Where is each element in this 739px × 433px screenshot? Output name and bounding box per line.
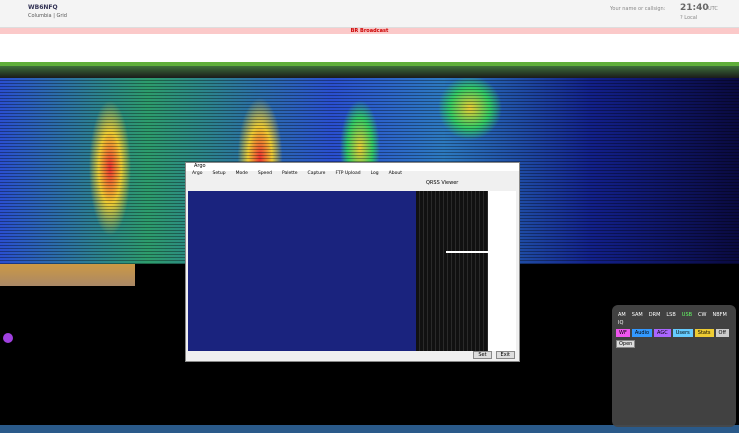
mode-button[interactable]: LSB [666, 312, 676, 318]
menu-item[interactable]: Argo [192, 171, 203, 176]
mode-button[interactable]: IQ [618, 320, 624, 326]
header: WB6NFQ Columbia | Grid Your name or call… [0, 0, 739, 28]
popup-title: Argo [186, 163, 519, 171]
site-title: WB6NFQ [28, 4, 58, 11]
tab-button[interactable]: Stats [694, 329, 714, 337]
mode-button[interactable]: SAM [631, 312, 643, 318]
mode-button[interactable]: AM [618, 312, 626, 318]
mode-button[interactable]: USB [681, 312, 693, 318]
band-bar [0, 62, 739, 66]
tab-button[interactable]: AGC [654, 329, 671, 337]
time-zone: UTC [708, 6, 718, 12]
time: 21:40 [680, 3, 709, 13]
tab-button[interactable]: Users [672, 329, 693, 337]
menu-item[interactable]: About [388, 171, 402, 176]
menu-item[interactable]: Setup [212, 171, 226, 176]
popup-menu: Argo Setup Mode Speed Palette Capture FTP Uplo… [186, 171, 519, 178]
mode-row: AM SAM DRM LSB USB CW NBFM IQ [616, 312, 732, 326]
popup-window: Argo Argo Setup Mode Speed Palette Capture FTP… [185, 162, 520, 362]
menu-item[interactable]: Log [370, 171, 379, 176]
menu-item[interactable]: Palette [281, 171, 298, 176]
signal-trace [446, 251, 488, 253]
spectrum-area [0, 34, 739, 62]
spectrogram [416, 191, 488, 351]
local-time: ? Local [680, 15, 698, 21]
waterfall-edge [0, 264, 135, 286]
menu-item[interactable]: Speed [257, 171, 272, 176]
side-button[interactable] [3, 333, 13, 343]
tab-button[interactable]: Off [715, 329, 729, 337]
mode-button[interactable]: DRM [648, 312, 661, 318]
side-scale [488, 191, 516, 351]
menu-item[interactable]: Mode [235, 171, 248, 176]
control-panel: AM SAM DRM LSB USB CW NBFM IQ WF Audio AGC Users St… [612, 305, 736, 427]
banner: BR Broadcast [0, 28, 739, 34]
tab-row: WF Audio AGC Users Stats Off [616, 329, 732, 337]
bottom-bar [0, 425, 739, 433]
popup-button[interactable]: Exit [495, 351, 515, 359]
tab-button[interactable]: Audio [631, 329, 653, 337]
mode-button[interactable]: NBFM [712, 312, 727, 318]
mode-button[interactable]: CW [698, 312, 707, 318]
tab-button[interactable]: WF [616, 329, 630, 337]
popup-button[interactable]: Set [473, 351, 492, 359]
open-button[interactable]: Open [616, 340, 636, 348]
frequency-scale [0, 66, 739, 78]
popup-status: QRSS Viewer [426, 180, 459, 186]
viewer-panel [188, 191, 416, 351]
site-subtitle: Columbia | Grid [28, 13, 67, 19]
menu-item[interactable]: Capture [307, 171, 326, 176]
name-label: Your name or callsign: [610, 6, 666, 12]
popup-buttons: Set Exit [473, 351, 515, 359]
menu-item[interactable]: FTP Upload [335, 171, 361, 176]
